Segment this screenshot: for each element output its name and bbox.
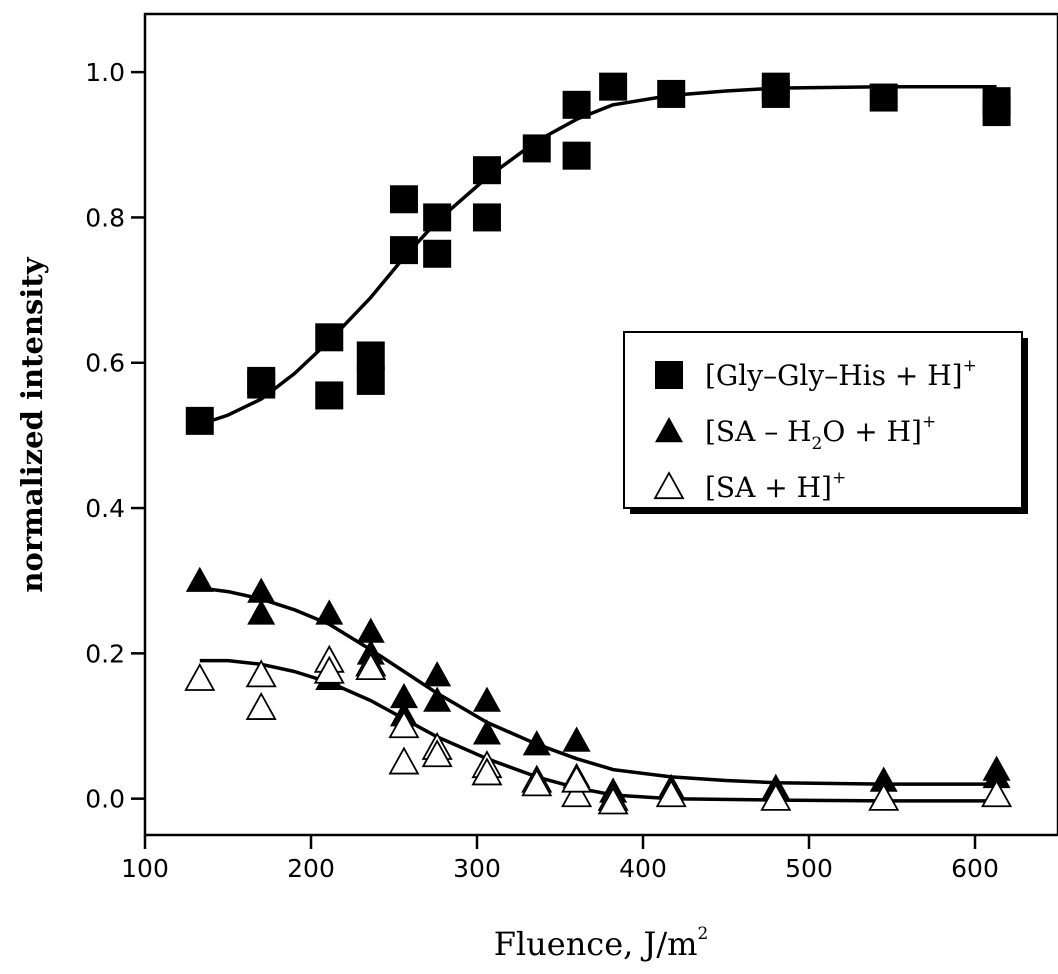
data-point-series-1 [389,682,418,709]
data-point-series-2 [184,662,216,691]
data-point-series-2 [388,746,420,775]
data-point-series-2 [561,764,593,793]
data-point-series-0 [423,239,452,268]
legend-label-part: 2 [812,434,823,454]
y-axis-title: normalized intensity [15,256,49,592]
data-point-series-0 [389,236,418,265]
data-point-series-0 [522,134,551,163]
data-point-series-0 [869,83,898,112]
legend-label-part: [SA – H [705,415,812,448]
legend-marker [655,361,683,389]
x-tick-label: 200 [287,854,335,883]
x-axis-ticks: 100 200 300 400 500 600 [121,835,999,883]
data-point-series-1 [356,617,385,643]
x-tick-label: 300 [453,854,501,883]
data-point-series-0 [247,366,276,395]
x-axis-title: Fluence, J/m2 [494,924,709,963]
legend-label-part: + [963,356,977,376]
data-point-series-2 [388,710,420,739]
data-point-series-2 [561,779,593,808]
data-point-series-2 [655,779,687,808]
data-point-series-2 [981,779,1013,808]
data-point-series-2 [313,655,345,684]
data-point-series-0 [982,98,1011,127]
y-tick-label: 0.2 [85,639,125,668]
data-point-series-1 [315,599,344,625]
legend-label-part: O + H] [822,415,922,448]
data-point-series-0 [356,341,385,370]
y-tick-label: 0.6 [85,349,125,378]
x-tick-label: 400 [619,854,667,883]
data-point-series-1 [247,577,276,603]
legend: [Gly–Gly–His + H]+[SA – H2O + H]+[SA + H… [623,331,1028,514]
legend-marker [655,417,683,443]
x-tick-label: 100 [121,854,169,883]
data-point-series-1 [472,719,501,745]
legend-label-part: [Gly–Gly–His + H] [705,359,963,392]
x-tick-label: 600 [951,854,999,883]
data-point-series-0 [599,72,628,101]
legend-label-part: [SA + H] [705,471,832,504]
data-point-series-1 [562,726,591,752]
x-axis-title-superscript: 2 [697,924,708,944]
data-point-series-0 [472,156,501,185]
legend-box [623,331,1023,509]
legend-label: [SA + H]+ [705,468,846,504]
legend-marker [653,471,685,500]
data-point-series-0 [389,185,418,214]
y-tick-label: 0.8 [85,203,125,232]
y-tick-label: 0.0 [85,785,125,814]
data-point-series-1 [982,762,1011,789]
data-point-series-2 [597,786,629,815]
data-point-series-0 [423,203,452,232]
data-point-series-2 [421,739,453,768]
legend-label: [Gly–Gly–His + H]+ [705,356,977,392]
data-point-series-2 [471,757,503,786]
data-point-series-2 [245,692,277,720]
data-point-series-0 [562,90,591,119]
data-point-series-2 [868,782,900,811]
data-point-series-2 [521,768,553,797]
data-point-series-0 [315,381,344,410]
data-point-series-0 [761,72,790,101]
fit-curve-series-2 [199,658,997,803]
data-point-series-0 [315,323,344,352]
data-point-series-0 [185,406,214,435]
data-point-series-0 [657,79,686,108]
x-tick-label: 500 [785,854,833,883]
data-point-series-0 [472,203,501,232]
data-point-series-2 [355,652,387,680]
data-point-series-2 [760,782,792,811]
data-point-series-1 [423,661,452,687]
y-axis-ticks: 0.0 0.2 0.4 0.6 0.8 1.0 [85,58,145,814]
data-point-series-0 [562,141,591,170]
legend-label-part: + [832,468,846,488]
y-tick-label: 0.4 [85,494,125,523]
data-point-series-0 [356,366,385,395]
data-point-series-2 [245,659,277,688]
data-point-series-1 [185,566,214,592]
legend-label: [SA – H2O + H]+ [705,412,936,454]
data-point-series-1 [423,686,452,712]
y-tick-label: 1.0 [85,58,125,87]
data-markers [184,72,1013,815]
data-point-series-1 [869,766,898,792]
x-axis-title-main: Fluence, J/m [494,925,698,963]
data-point-series-1 [247,599,276,625]
data-point-series-1 [522,730,551,756]
plot-frame [143,12,1058,837]
legend-items: [Gly–Gly–His + H]+[SA – H2O + H]+[SA + H… [653,356,977,504]
data-point-series-1 [472,686,501,712]
legend-label-part: + [922,412,936,432]
